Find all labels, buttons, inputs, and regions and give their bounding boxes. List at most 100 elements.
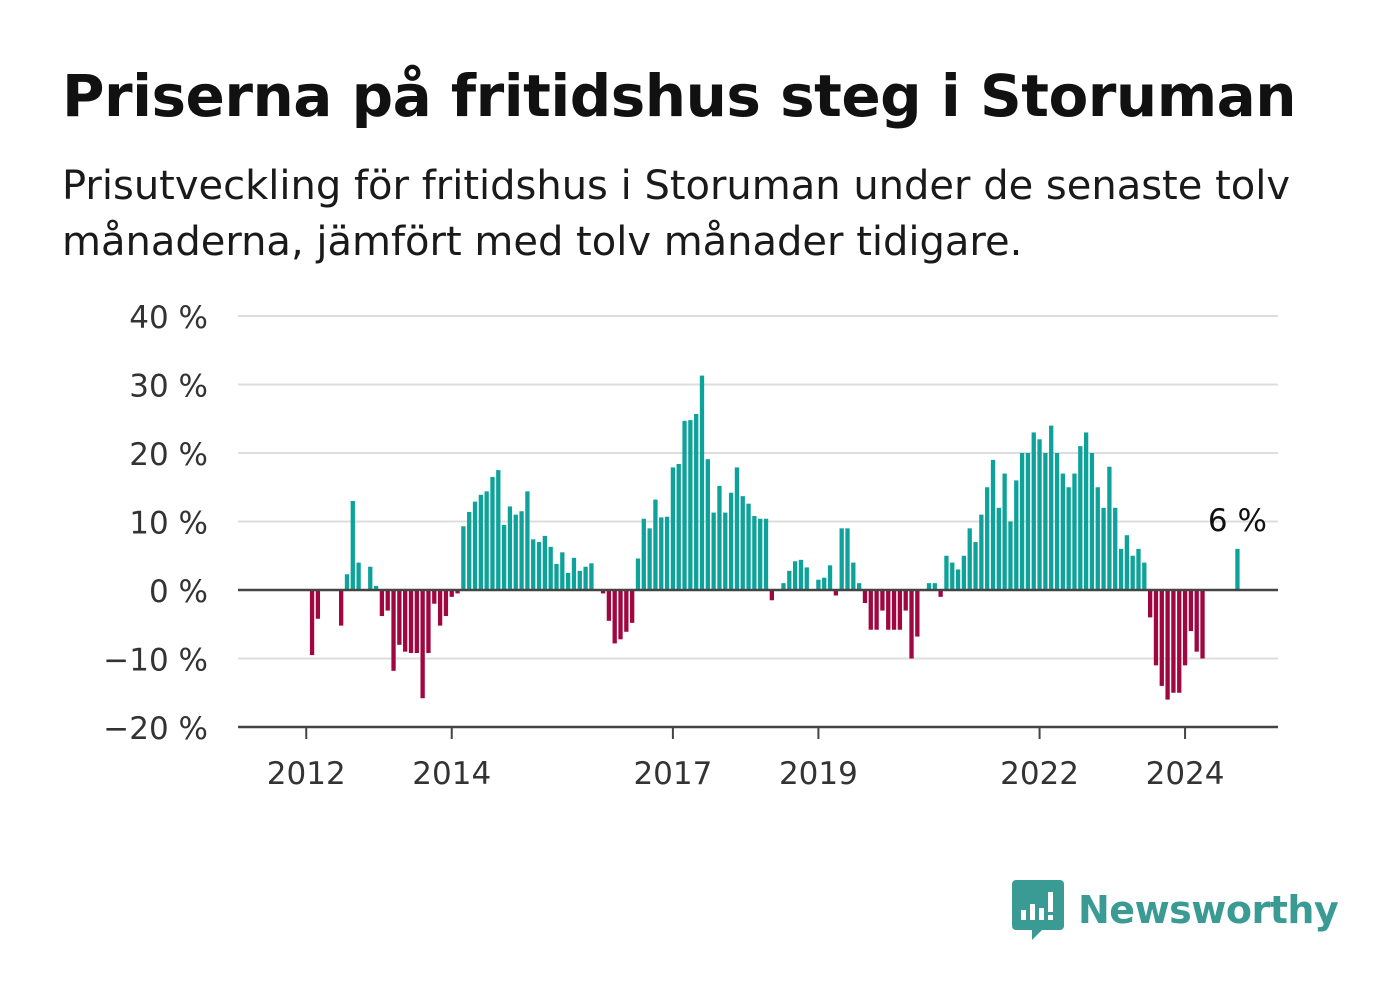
bar [659,517,664,590]
bar [955,569,961,590]
bar [490,476,495,590]
newsworthy-logo: Newsworthy [1012,880,1339,940]
bar [967,528,972,590]
brand-name: Newsworthy [1078,888,1339,932]
bar [647,528,652,590]
bar [315,590,321,619]
bar [769,590,774,601]
bar [513,514,518,590]
bar [705,459,710,590]
bar [664,516,670,590]
bar [909,590,914,659]
bar [932,583,937,590]
bar [880,590,885,611]
bar [496,470,501,591]
bar [542,535,548,590]
bar [484,491,489,590]
bar [420,590,425,699]
bar [688,420,693,590]
x-tick-label: 2019 [779,756,858,792]
bar [839,528,844,590]
bar [1072,473,1077,590]
bar [728,492,734,590]
y-tick-label: 40 % [129,300,208,336]
bar [1049,425,1054,590]
bar [752,516,757,590]
bar [868,590,873,630]
bar [827,565,833,590]
y-tick-label: 0 % [149,574,208,610]
bar [414,590,419,654]
bar [851,562,856,590]
x-tick-label: 2014 [412,756,491,792]
y-tick-label: −10 % [103,643,208,679]
bar [467,511,472,590]
bar [1014,480,1019,590]
bar [356,562,361,590]
bar [1083,432,1089,590]
bar [641,518,646,590]
bar [763,518,769,590]
bar [717,485,722,590]
bar [950,562,955,590]
bar [1194,590,1199,652]
bar [391,590,396,671]
bar [903,590,908,611]
bar [1171,590,1176,693]
bar [926,583,932,590]
bar [1066,487,1071,590]
bar [1177,590,1182,693]
y-tick-label: −20 % [103,711,208,747]
bar [1188,590,1194,632]
bar [612,590,617,644]
bar [822,577,827,590]
bar [635,558,641,590]
bar [699,375,705,590]
y-tick-label: 20 % [129,437,208,473]
bar [676,463,681,590]
bar [455,590,460,594]
bar [653,499,658,590]
bar [996,507,1001,590]
bar [1037,439,1042,590]
bar [1124,535,1130,590]
y-tick-label: 10 % [129,506,208,542]
bar [990,459,996,590]
bar [979,514,984,590]
bar [781,583,786,590]
bar [397,590,402,645]
bar [350,500,355,590]
bar [804,567,809,590]
bar [973,542,978,590]
bar [571,557,577,590]
bar [449,590,454,597]
bar [915,590,920,637]
bar [525,491,530,590]
bar [437,590,443,626]
bar [432,590,437,604]
bar [478,494,483,590]
chart-subtitle: Prisutveckling för fritidshus i Storuman… [62,163,1291,265]
bar [501,524,507,590]
bar [385,590,390,611]
x-tick-label: 2022 [1000,756,1079,792]
bar [1235,548,1240,590]
bar [630,590,635,623]
bar [461,526,466,590]
bar [408,590,414,654]
bar [740,496,745,590]
x-tick-label: 2012 [267,756,346,792]
bar [560,552,565,590]
bar [891,590,897,630]
bar [1043,453,1048,590]
last-value-label: 6 % [1208,503,1267,539]
bar [897,590,903,630]
bar [1136,548,1141,590]
bar [787,570,792,590]
bar [1113,507,1118,590]
bar [565,572,571,591]
bar [856,583,862,590]
bar [792,561,798,590]
bar [1031,432,1036,590]
